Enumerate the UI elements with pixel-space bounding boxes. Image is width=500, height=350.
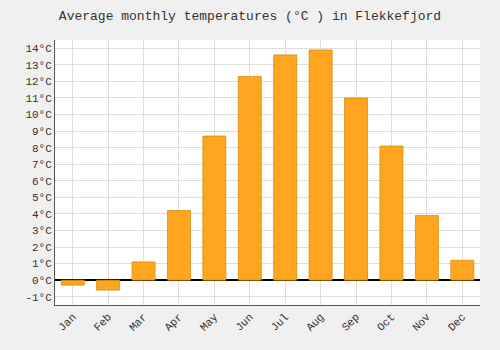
svg-text:8°C: 8°C — [32, 143, 52, 155]
svg-text:Nov: Nov — [410, 311, 433, 334]
svg-text:Mar: Mar — [127, 311, 149, 333]
svg-text:Average monthly temperatures (: Average monthly temperatures (°C ) in Fl… — [59, 9, 441, 24]
svg-text:5°C: 5°C — [32, 192, 52, 204]
svg-text:May: May — [198, 311, 221, 334]
svg-text:Sep: Sep — [340, 311, 362, 333]
svg-text:Jul: Jul — [269, 311, 291, 333]
svg-text:6°C: 6°C — [32, 176, 52, 188]
svg-text:Dec: Dec — [446, 311, 468, 333]
svg-text:Oct: Oct — [375, 311, 397, 333]
svg-text:13°C: 13°C — [25, 60, 52, 72]
svg-text:-1°C: -1°C — [25, 292, 52, 304]
svg-text:1°C: 1°C — [32, 258, 52, 270]
svg-text:7°C: 7°C — [32, 159, 52, 171]
svg-text:3°C: 3°C — [32, 225, 52, 237]
svg-text:10°C: 10°C — [25, 109, 52, 121]
svg-text:11°C: 11°C — [25, 93, 52, 105]
svg-text:Jun: Jun — [233, 311, 255, 333]
svg-text:2°C: 2°C — [32, 242, 52, 254]
svg-text:0°C: 0°C — [32, 275, 52, 287]
svg-text:14°C: 14°C — [25, 43, 52, 55]
svg-text:Feb: Feb — [92, 311, 114, 333]
svg-text:12°C: 12°C — [25, 76, 52, 88]
svg-text:9°C: 9°C — [32, 126, 52, 138]
svg-text:Aug: Aug — [304, 311, 326, 333]
svg-text:4°C: 4°C — [32, 209, 52, 221]
svg-text:Apr: Apr — [162, 311, 184, 333]
svg-text:Jan: Jan — [56, 311, 78, 333]
